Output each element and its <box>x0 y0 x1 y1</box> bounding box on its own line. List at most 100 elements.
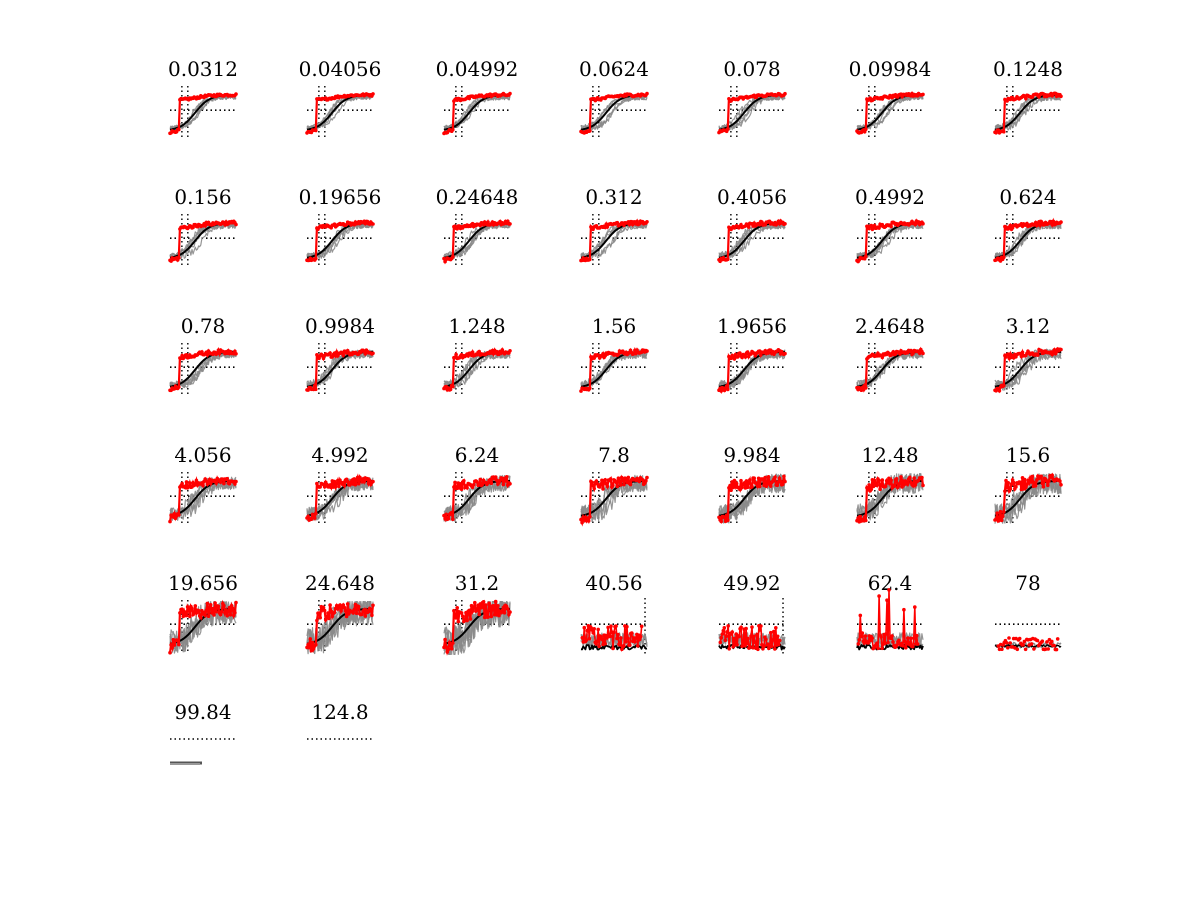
red-curve <box>443 346 511 393</box>
red-curve <box>306 219 374 263</box>
red-point <box>1007 636 1011 640</box>
panel-plot <box>442 343 512 397</box>
grey-trace <box>306 349 374 388</box>
panel-title: 3.12 <box>1005 314 1051 338</box>
red-curve <box>717 474 787 525</box>
panel-plot <box>579 214 649 268</box>
red-curve <box>442 474 511 523</box>
red-curve <box>306 473 374 523</box>
panel-title: 0.312 <box>585 185 643 209</box>
panel-title: 4.992 <box>311 443 369 467</box>
panel-plot <box>305 472 375 526</box>
panel-plot <box>305 343 375 397</box>
panel-title: 0.04992 <box>435 57 519 81</box>
panel-title: 0.4992 <box>855 185 925 209</box>
red-point <box>1015 647 1020 652</box>
red-point <box>1046 647 1050 651</box>
panel-plot <box>168 343 238 397</box>
panel-plot <box>993 86 1063 140</box>
panel-plot <box>579 472 649 527</box>
red-point <box>1000 647 1004 651</box>
red-point <box>1022 639 1027 644</box>
red-curve <box>443 92 511 135</box>
panel-plot <box>579 343 649 397</box>
panel-plot <box>855 343 925 397</box>
red-point <box>1021 643 1025 647</box>
panel-title: 6.24 <box>454 443 500 467</box>
panel-title: 78 <box>1015 571 1041 595</box>
red-curve <box>994 217 1062 264</box>
red-curve <box>442 599 511 656</box>
red-point <box>1008 641 1012 645</box>
red-curve <box>579 346 648 392</box>
panel-plot <box>442 214 512 268</box>
panel-title: 0.19656 <box>298 185 382 209</box>
grey-trace <box>169 601 237 655</box>
red-curve <box>169 92 237 135</box>
red-point <box>1050 639 1054 644</box>
red-curve <box>170 346 238 392</box>
grey-trace <box>580 221 648 259</box>
red-curve <box>442 218 510 265</box>
grey-trace <box>580 476 648 520</box>
panel-title: 9.984 <box>723 443 781 467</box>
red-point <box>1004 641 1009 645</box>
panel-title: 40.56 <box>585 571 643 595</box>
red-point <box>1017 636 1022 641</box>
red-curve <box>718 348 786 395</box>
grey-trace <box>580 474 648 523</box>
red-curve <box>306 347 374 392</box>
panel-title: 0.09984 <box>848 57 932 81</box>
panel-title: 0.0624 <box>579 57 649 81</box>
panel-title: 0.4056 <box>717 185 787 209</box>
panel-title: 0.9984 <box>305 314 375 338</box>
red-curve <box>856 346 924 393</box>
red-point <box>1032 647 1036 651</box>
panel-plot <box>305 86 375 140</box>
red-point <box>1045 640 1049 644</box>
grey-trace <box>718 94 786 131</box>
panel-plot <box>993 472 1063 526</box>
panel-plot <box>855 472 925 526</box>
panel-title: 2.4648 <box>855 314 925 338</box>
grey-trace <box>306 476 374 521</box>
red-point <box>1006 645 1010 650</box>
red-point <box>1023 647 1028 652</box>
red-point <box>1055 637 1060 641</box>
red-curve <box>994 346 1062 394</box>
panel-plot <box>993 214 1063 268</box>
red-curve <box>855 474 925 524</box>
red-curve <box>580 92 648 135</box>
red-point <box>1054 647 1059 652</box>
red-curve <box>856 91 924 135</box>
panel-title: 0.1248 <box>993 57 1063 81</box>
panel-plot <box>168 86 238 140</box>
grey-trace <box>169 350 237 389</box>
panel-plot <box>994 623 1062 652</box>
panel-title: 62.4 <box>867 571 913 595</box>
panel-plot <box>718 598 786 654</box>
panel-plot <box>580 598 648 654</box>
panel-title: 4.056 <box>174 443 232 467</box>
reference-curve <box>306 607 374 645</box>
panel-plot <box>170 738 236 765</box>
grey-trace <box>306 94 374 130</box>
panel-plot <box>993 343 1063 397</box>
red-curve <box>718 92 786 134</box>
red-curve <box>580 218 648 262</box>
red-curve <box>306 92 374 134</box>
panel-plot <box>442 86 512 140</box>
panel-title: 15.6 <box>1005 443 1051 467</box>
red-curve <box>857 589 919 651</box>
panel-plot <box>442 599 512 656</box>
grey-trace <box>994 221 1062 259</box>
grey-trace <box>169 601 237 653</box>
grey-trace <box>443 601 511 655</box>
red-curve <box>856 218 924 264</box>
red-point <box>1035 638 1040 643</box>
red-curve <box>169 219 237 263</box>
red-point <box>1029 642 1034 646</box>
red-point <box>1052 643 1056 648</box>
